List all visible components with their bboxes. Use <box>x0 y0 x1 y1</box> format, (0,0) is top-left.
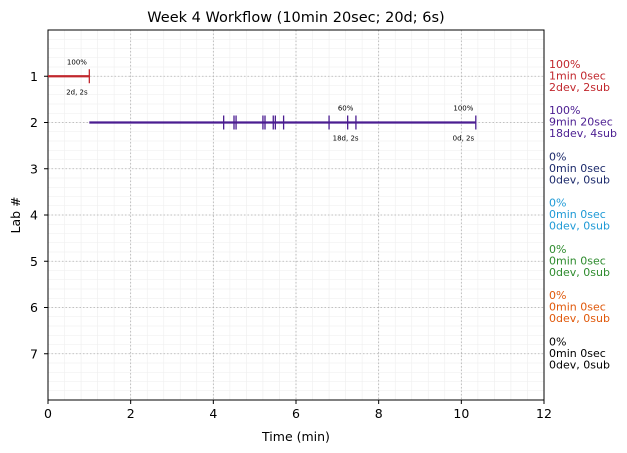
lab-2-summary-line: 9min 20sec <box>549 116 613 129</box>
y-tick-label: 5 <box>30 254 38 269</box>
lab-2-summary-line: 100% <box>549 104 580 117</box>
lab-2-percent-annotation: 100% <box>453 105 473 113</box>
y-tick-label: 6 <box>30 300 38 315</box>
lab-series: 100% 2d, 2s 60% 18d, 2s 100% 0d, 2s <box>48 58 477 143</box>
lab-5-summary-line: 0% <box>549 243 566 256</box>
lab-4-summary-line: 0dev, 0sub <box>549 220 610 233</box>
x-axis-label: Time (min) <box>261 429 330 444</box>
lab-1-summary-line: 100% <box>549 58 580 71</box>
x-tick-label: 6 <box>292 406 300 421</box>
y-tick-label: 4 <box>30 208 38 223</box>
x-tick-label: 12 <box>536 406 552 421</box>
y-axis-ticks: 1 2 3 4 5 6 7 <box>30 69 48 361</box>
y-tick-label: 2 <box>30 115 38 130</box>
lab-1-summary-line: 1min 0sec <box>549 69 606 82</box>
lab-1-percent-annotation: 100% <box>67 58 87 66</box>
x-tick-label: 2 <box>127 406 135 421</box>
grid <box>47 29 545 401</box>
lab-2-percent-annotation: 60% <box>338 105 354 113</box>
lab-2-count-annotation: 0d, 2s <box>453 135 475 143</box>
lab-6-summary-line: 0min 0sec <box>549 301 606 314</box>
y-tick-label: 1 <box>30 69 38 84</box>
lab-1-summary-line: 2dev, 2sub <box>549 81 610 94</box>
lab-1-count-annotation: 2d, 2s <box>66 88 88 96</box>
x-tick-label: 4 <box>209 406 217 421</box>
lab-3-summary-line: 0% <box>549 150 566 163</box>
lab-4-summary-line: 0min 0sec <box>549 208 606 221</box>
x-tick-label: 0 <box>44 406 52 421</box>
x-tick-label: 8 <box>375 406 383 421</box>
lab-4-summary-line: 0% <box>549 197 566 210</box>
lab-5-summary-line: 0dev, 0sub <box>549 266 610 279</box>
lab-7-summary-line: 0dev, 0sub <box>549 358 610 371</box>
y-axis-label: Lab # <box>8 196 23 233</box>
lab-6-summary-line: 0dev, 0sub <box>549 312 610 325</box>
lab-3-summary-line: 0dev, 0sub <box>549 173 610 186</box>
lab-6-summary-line: 0% <box>549 289 566 302</box>
chart-title: Week 4 Workflow (10min 20sec; 20d; 6s) <box>147 10 444 26</box>
lab-2-count-annotation: 18d, 2s <box>333 135 359 143</box>
y-tick-label: 3 <box>30 161 38 176</box>
x-axis-ticks: 0 2 4 6 8 10 12 <box>44 400 552 421</box>
x-tick-label: 10 <box>453 406 469 421</box>
lab-2-summary-line: 18dev, 4sub <box>549 127 617 140</box>
lab-5-summary-line: 0min 0sec <box>549 254 606 267</box>
y-tick-label: 7 <box>30 346 38 361</box>
lab-7-summary-line: 0% <box>549 335 566 348</box>
lab-3-summary-line: 0min 0sec <box>549 162 606 175</box>
lab-7-summary-line: 0min 0sec <box>549 347 606 360</box>
